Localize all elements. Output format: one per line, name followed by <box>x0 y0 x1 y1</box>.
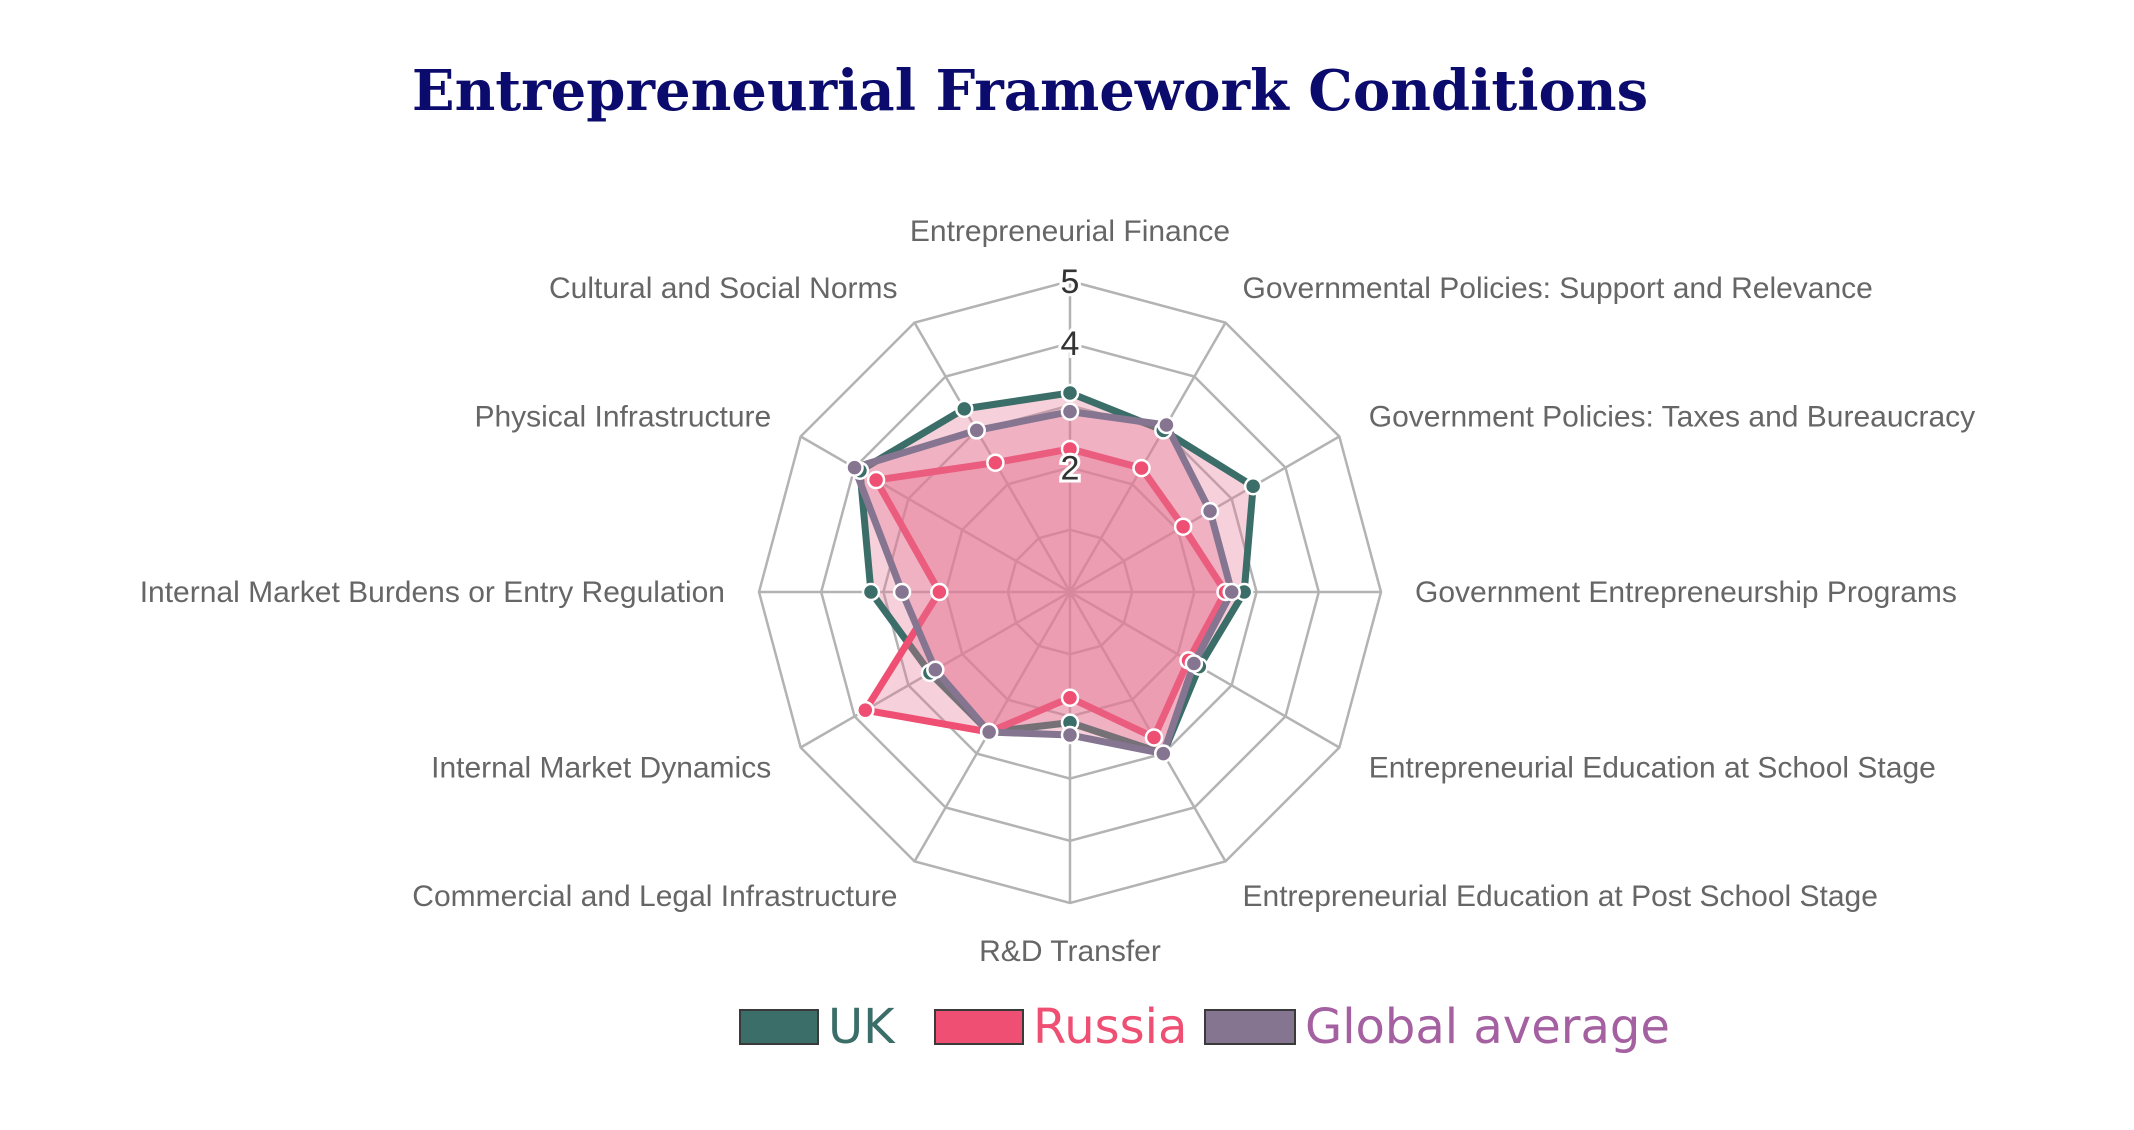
legend: UK Russia Global average <box>739 999 1670 1055</box>
axis-label-physical-infrastructure: Physical Infrastructure <box>474 401 771 434</box>
axis-labels: Entrepreneurial Finance Governmental Poli… <box>140 215 1975 968</box>
axis-label-commercial-and-legal-infrastructure: Commercial and Legal Infrastructure <box>412 880 897 913</box>
legend-label-russia: Russia <box>1033 999 1187 1055</box>
point-global-average-internal-market-dynamics <box>926 660 945 679</box>
point-uk-government-policies-taxes-and-bureaucracy <box>1243 477 1263 496</box>
axis-label-government-policies-taxes-and-bureaucracy: Government Policies: Taxes and Bureaucra… <box>1369 401 1975 434</box>
radar-ticks: 2 4 5 <box>1058 260 1083 491</box>
legend-label-global-average: Global average <box>1305 999 1670 1055</box>
point-global-average-entrepreneurial-finance <box>1060 402 1080 421</box>
spoke-governmental-policies-support-and-relevance <box>1068 322 1227 593</box>
chart-title: Entrepreneurial Framework Conditions <box>412 58 1648 124</box>
point-russia-cultural-and-social-norms <box>986 453 1005 472</box>
point-russia-government-policies-taxes-and-bureaucracy <box>1173 517 1193 536</box>
tick-label-5: 5 <box>1061 263 1080 301</box>
point-global-average-internal-market-burdens-or-entry-regulation <box>892 582 912 602</box>
tick-label-4: 4 <box>1061 325 1080 363</box>
legend-label-uk: UK <box>828 999 896 1055</box>
point-russia-r-d-transfer <box>1060 688 1080 707</box>
spoke-entrepreneurial-education-at-post-school-stage <box>1068 591 1227 862</box>
point-global-average-government-entrepreneurship-programs <box>1222 582 1241 602</box>
axis-label-entrepreneurial-education-at-post-school-stage: Entrepreneurial Education at Post School… <box>1243 880 1878 913</box>
point-russia-physical-infrastructure <box>866 470 886 490</box>
point-global-average-physical-infrastructure <box>845 458 864 477</box>
point-uk-entrepreneurial-finance <box>1060 383 1080 403</box>
point-russia-governmental-policies-support-and-relevance <box>1132 458 1151 478</box>
point-global-average-entrepreneurial-education-at-post-school-stage <box>1154 744 1173 763</box>
legend-swatch-global-average <box>1204 1009 1296 1045</box>
point-russia-internal-market-dynamics <box>856 700 875 720</box>
point-russia-entrepreneurial-education-at-post-school-stage <box>1144 728 1164 747</box>
point-russia-entrepreneurial-finance <box>1060 439 1080 459</box>
legend-swatch-uk <box>739 1009 819 1045</box>
axis-label-government-entrepreneurship-programs: Government Entrepreneurship Programs <box>1415 576 1957 609</box>
axis-label-entrepreneurial-finance: Entrepreneurial Finance <box>910 215 1230 248</box>
point-global-average-r-d-transfer <box>1060 725 1080 745</box>
point-global-average-governmental-policies-support-and-relevance <box>1157 415 1176 435</box>
axis-label-entrepreneurial-education-at-school-stage: Entrepreneurial Education at School Stag… <box>1369 752 1936 785</box>
spoke-physical-infrastructure <box>800 435 1071 594</box>
legend-swatch-russia <box>934 1009 1024 1045</box>
axis-label-internal-market-burdens-or-entry-regulation: Internal Market Burdens or Entry Regulat… <box>140 576 725 609</box>
radar-series <box>845 383 1263 763</box>
axis-label-cultural-and-social-norms: Cultural and Social Norms <box>549 272 897 305</box>
axis-label-governmental-policies-support-and-relevance: Governmental Policies: Support and Relev… <box>1243 272 1873 305</box>
point-global-average-entrepreneurial-education-at-school-stage <box>1184 654 1204 673</box>
point-global-average-commercial-and-legal-infrastructure <box>979 722 999 742</box>
point-global-average-government-policies-taxes-and-bureaucracy <box>1200 501 1220 521</box>
axis-label-internal-market-dynamics: Internal Market Dynamics <box>431 752 771 785</box>
point-uk-cultural-and-social-norms <box>955 399 974 419</box>
axis-label-r-d-transfer: R&D Transfer <box>979 935 1161 968</box>
tick-label-2: 2 <box>1061 450 1080 488</box>
point-russia-internal-market-burdens-or-entry-regulation <box>930 582 949 602</box>
point-uk-internal-market-burdens-or-entry-regulation <box>861 582 881 602</box>
point-global-average-cultural-and-social-norms <box>967 421 986 440</box>
